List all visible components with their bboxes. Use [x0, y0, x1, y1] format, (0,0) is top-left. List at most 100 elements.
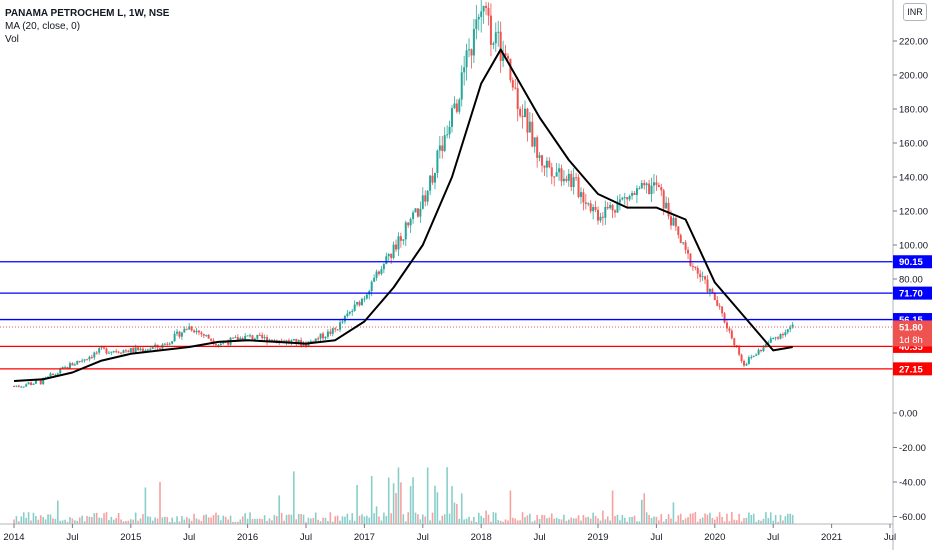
candle-body [421, 195, 424, 209]
volume-bar [400, 482, 402, 524]
volume-bar [670, 518, 672, 524]
volume-bar [731, 512, 733, 524]
volume-bar [499, 520, 502, 524]
currency-button[interactable]: INR [903, 3, 927, 21]
volume-bar [767, 518, 770, 524]
volume-bar [721, 516, 723, 524]
candle-body [387, 253, 390, 257]
volume-bar [210, 517, 212, 524]
volume-bar [314, 512, 317, 524]
candle-body [514, 87, 517, 89]
candle-body [519, 109, 522, 116]
time-tick-label: 2015 [120, 532, 141, 543]
candle-body [266, 337, 269, 343]
volume-bar [699, 518, 701, 524]
candle-body [234, 337, 237, 339]
volume-bar [220, 520, 222, 524]
candle-body [122, 350, 125, 354]
candle-body [777, 337, 780, 339]
volume-bar [658, 520, 660, 524]
volume-bar [173, 521, 176, 524]
volume-bar [609, 520, 611, 524]
volume-bar [451, 486, 453, 524]
volume-bar [687, 517, 689, 524]
volume-bar [353, 520, 356, 524]
candle-body [689, 253, 692, 267]
volume-bar [689, 513, 692, 524]
volume-bar [161, 517, 164, 524]
volume-bar [271, 520, 273, 524]
volume-bar [565, 520, 568, 524]
volume-bar [480, 515, 482, 524]
candle-body [429, 175, 432, 191]
volume-bar [456, 503, 458, 524]
candle-body [273, 339, 276, 342]
candle-body [764, 343, 767, 347]
volume-bar [514, 518, 517, 524]
volume-bar [704, 513, 706, 524]
volume-bar [592, 512, 594, 524]
candle-body [667, 202, 670, 217]
candle-body [638, 188, 641, 190]
volume-bar [297, 514, 300, 524]
volume-bar [195, 518, 198, 524]
candle-body [127, 350, 130, 353]
candle-body [470, 49, 473, 56]
candle-body [674, 217, 677, 227]
candle-body [662, 190, 665, 209]
volume-bar [752, 513, 755, 524]
candle-body [584, 202, 587, 204]
candle-body [30, 382, 33, 385]
volume-bar [597, 518, 599, 524]
volume-bar [521, 512, 524, 524]
volume-bar [25, 517, 27, 524]
volume-bar [132, 519, 135, 524]
volume-bar [317, 519, 319, 524]
candle-body [280, 340, 283, 342]
volume-bar [37, 519, 40, 524]
volume-bar [694, 512, 697, 524]
volume-bar [300, 513, 302, 524]
volume-bar [675, 521, 677, 524]
volume-bar [611, 490, 614, 524]
candle-body [412, 212, 415, 220]
candle-body [81, 360, 84, 362]
volume-bar [502, 521, 504, 524]
candle-body [363, 298, 366, 300]
volume-bar [631, 516, 633, 524]
volume-bar [241, 516, 244, 524]
candle-body [572, 177, 575, 188]
volume-bar [548, 517, 551, 524]
candle-body [555, 172, 558, 177]
volume-bar [83, 521, 86, 524]
chart-legend: PANAMA PETROCHEM L, 1W, NSE MA (20, clos… [5, 7, 169, 46]
candle-body [424, 195, 427, 202]
volume-bar [782, 520, 784, 524]
volume-bar [203, 515, 205, 524]
volume-bar [512, 517, 514, 524]
candle-body [409, 219, 412, 226]
candle-body [32, 383, 35, 385]
volume-bar [183, 519, 186, 524]
price-tick-label: 100.00 [899, 241, 928, 252]
candle-body [392, 244, 395, 258]
candle-body [180, 332, 183, 337]
candle-body [679, 234, 682, 243]
last-price-box [893, 320, 932, 347]
volume-bar [419, 519, 422, 524]
candle-body [502, 53, 505, 61]
candle-body [195, 330, 198, 333]
candle-body [314, 338, 317, 343]
candle-body [499, 31, 502, 61]
volume-bar [745, 517, 748, 524]
time-tick-label: Jul [650, 532, 662, 543]
volume-bar [52, 518, 54, 524]
candle-body [721, 306, 724, 314]
volume-bar [307, 517, 310, 524]
volume-bar [684, 518, 687, 524]
candle-body [660, 187, 663, 191]
candle-body [460, 72, 463, 100]
time-tick-label: 2018 [471, 532, 492, 543]
